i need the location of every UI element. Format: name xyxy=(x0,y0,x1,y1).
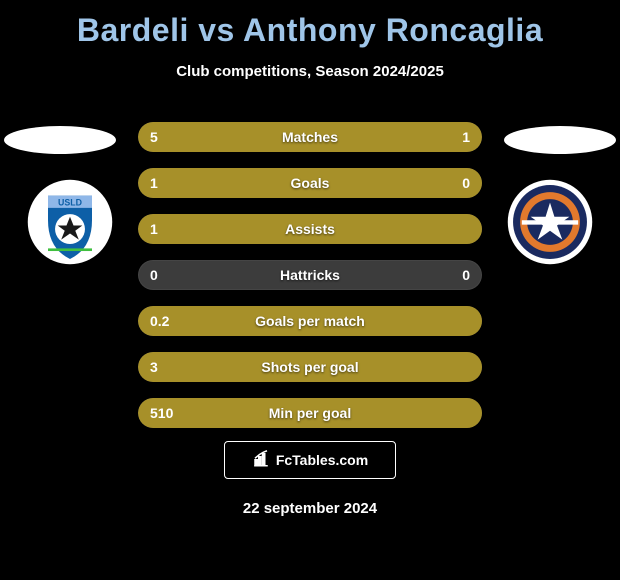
comparison-chart: USLD Matches51Goals10Assists1Hattricks00… xyxy=(0,116,620,436)
stat-value-left: 1 xyxy=(150,168,158,198)
page-title: Bardeli vs Anthony Roncaglia xyxy=(0,0,620,49)
infographic-date: 22 september 2024 xyxy=(0,500,620,517)
stat-label: Goals per match xyxy=(138,306,482,336)
stat-row: Goals per match0.2 xyxy=(138,306,482,336)
stat-row: Min per goal510 xyxy=(138,398,482,428)
stat-row: Matches5 1 xyxy=(138,122,482,152)
stat-value-right: 0 xyxy=(462,260,470,290)
stat-label: Matches xyxy=(138,122,482,152)
stat-value-left: 3 xyxy=(150,352,158,382)
stat-value-left: 5 xyxy=(150,122,158,152)
stat-label: Min per goal xyxy=(138,398,482,428)
page-subtitle: Club competitions, Season 2024/2025 xyxy=(0,63,620,80)
stat-bars: Matches51Goals10Assists1Hattricks00Goals… xyxy=(138,122,482,428)
player1-club-crest: USLD xyxy=(20,172,120,272)
chart-icon xyxy=(252,450,270,471)
brand-label: FcTables.com xyxy=(276,452,368,468)
stat-label: Assists xyxy=(138,214,482,244)
stat-row: Hattricks0 0 xyxy=(138,260,482,290)
stat-value-right: 0 xyxy=(462,168,470,198)
stat-value-right: 1 xyxy=(462,122,470,152)
stat-value-left: 1 xyxy=(150,214,158,244)
stat-row: Assists1 xyxy=(138,214,482,244)
decorative-ellipse-right xyxy=(504,126,616,154)
stat-value-left: 0.2 xyxy=(150,306,169,336)
stat-label: Hattricks xyxy=(138,260,482,290)
svg-text:USLD: USLD xyxy=(58,197,82,207)
stat-value-left: 0 xyxy=(150,260,158,290)
stat-label: Goals xyxy=(138,168,482,198)
stat-row: Shots per goal3 xyxy=(138,352,482,382)
crest-inner-left: USLD xyxy=(26,178,114,266)
stat-value-left: 510 xyxy=(150,398,173,428)
player2-club-crest xyxy=(500,172,600,272)
stat-row: Goals1 0 xyxy=(138,168,482,198)
decorative-ellipse-left xyxy=(4,126,116,154)
crest-inner-right xyxy=(506,178,594,266)
stat-label: Shots per goal xyxy=(138,352,482,382)
brand-box: FcTables.com xyxy=(224,441,396,479)
